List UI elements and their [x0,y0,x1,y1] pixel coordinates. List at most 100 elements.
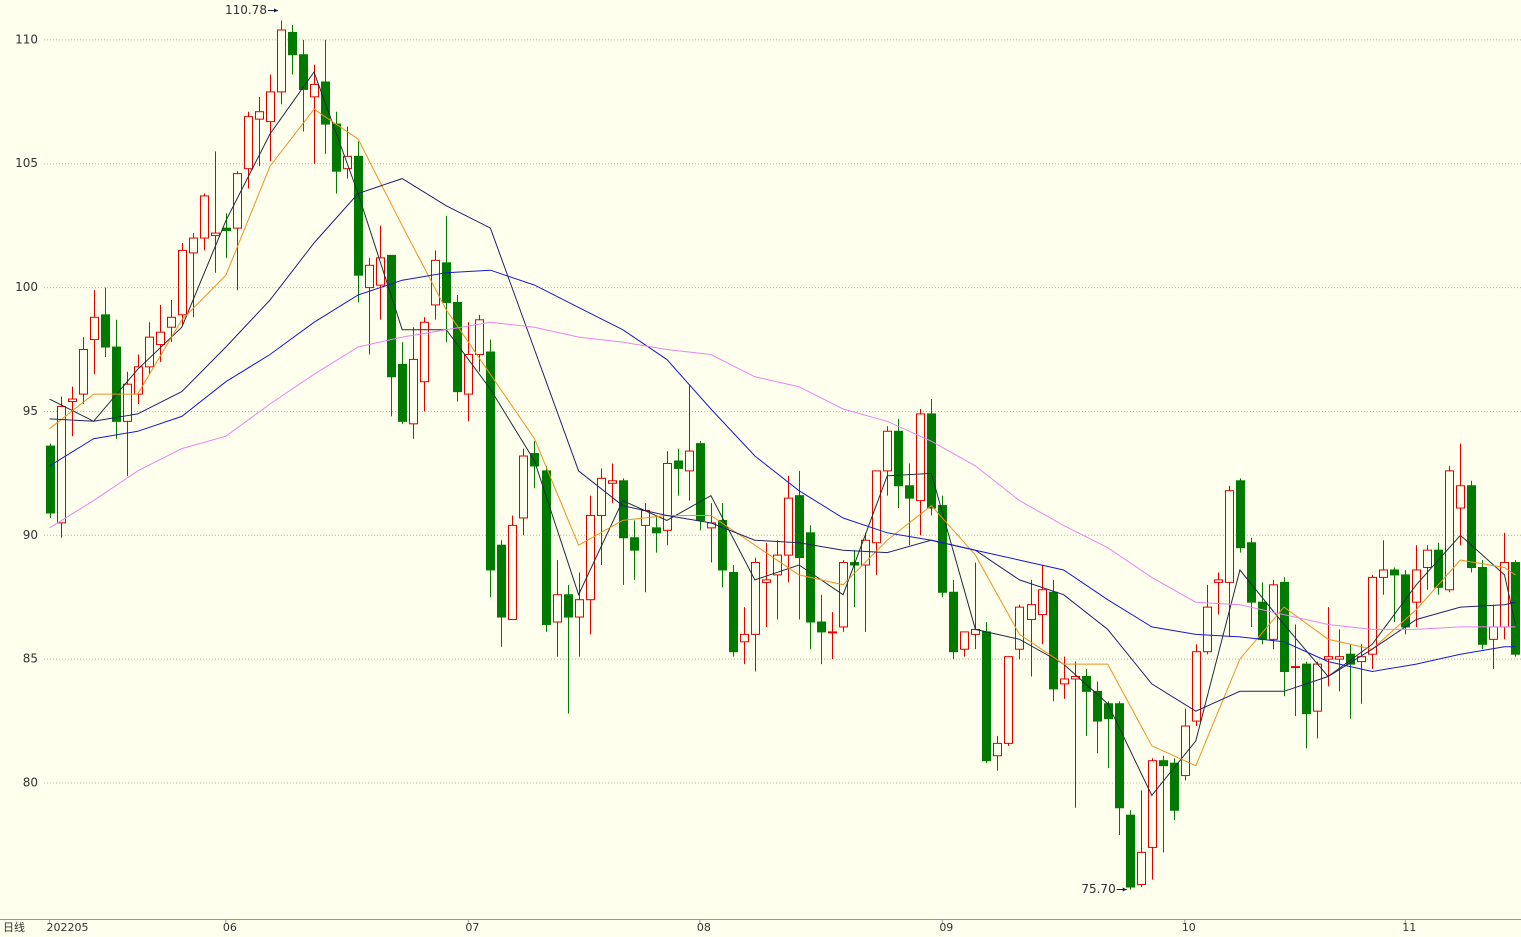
candle [938,495,947,598]
candle-body [299,54,308,90]
candle-body [1313,663,1322,712]
candle [1291,624,1300,717]
candle [685,384,694,501]
candle-body [1049,591,1058,690]
candle-body [1489,626,1498,640]
candle [79,337,88,405]
candle [519,448,528,536]
candle [795,470,804,620]
candle-body [387,254,396,378]
x-tick-label: 11 [1402,921,1416,934]
candle [1302,661,1311,749]
candle-body [1170,762,1179,811]
candle-body [597,477,606,516]
candle-body [123,383,132,422]
candle [696,441,705,531]
candle-body [817,621,826,633]
candle [674,448,683,496]
annotation-arrowhead [1122,887,1127,892]
candle [1390,567,1399,622]
candle [90,290,99,375]
candle [1082,669,1091,736]
candle [486,339,495,598]
candle [1236,478,1245,553]
candle [1137,790,1146,888]
candle-body [90,316,99,341]
candle [894,418,903,509]
candle-body [420,321,429,383]
candle-body [376,257,385,286]
candle-body [1148,760,1157,848]
candle [277,20,286,105]
candle [299,39,308,132]
candle-body [1126,814,1135,888]
candle-body [773,554,782,576]
candle [211,151,220,273]
candle [1467,480,1476,573]
candle-body [784,497,793,556]
candle [365,257,374,355]
candle-body [564,594,573,618]
candle [167,299,176,343]
y-tick-label: 100 [15,280,38,294]
candle [630,520,639,580]
candle [57,396,66,538]
candle-body [828,631,837,634]
candle [508,515,517,621]
candle-body [211,232,220,237]
candle [1346,644,1355,719]
y-tick-label: 105 [15,156,38,170]
candle [905,463,914,546]
candle [949,579,958,660]
candle-body [101,314,110,348]
candle [288,25,297,75]
candle-body [1038,589,1047,616]
candle [927,399,936,516]
candle [442,215,451,343]
candle-body [1258,601,1267,640]
candle [1434,542,1443,595]
candle-body [453,301,462,393]
candle-body [740,633,749,643]
candle [839,560,848,632]
candle [1203,584,1212,655]
candle [1357,644,1366,704]
y-tick-label: 95 [23,404,38,418]
candle-body [46,445,55,514]
candle-body [409,358,418,425]
candle-body [442,262,451,303]
candle-body [619,480,628,539]
candle-body [1203,606,1212,653]
candle-body [1423,549,1432,568]
candle-body [1445,470,1454,591]
candle-body [530,453,539,467]
candle-body [993,742,1002,757]
candle-body [112,346,121,422]
candle [112,319,121,439]
candle-body [486,351,495,571]
candle [1170,758,1179,821]
candle-body [553,594,562,623]
candle-body [718,519,727,571]
candle-body [255,111,264,120]
candle [575,572,584,657]
candle-body [332,123,341,172]
y-tick-label: 110 [15,32,38,46]
candle [817,594,826,665]
candle [1038,565,1047,645]
candle [1368,574,1377,670]
candle [376,225,385,320]
candle-body [1104,703,1113,720]
candle-body [1335,656,1344,660]
candle [233,171,242,291]
candle-body [222,227,231,232]
candle [266,74,275,162]
candle-body [1511,562,1520,655]
candle [564,584,573,714]
candle-body [861,539,870,566]
ma-line [49,178,1516,712]
candle [1445,465,1454,593]
candle [145,322,154,375]
candle-body [1115,703,1124,809]
